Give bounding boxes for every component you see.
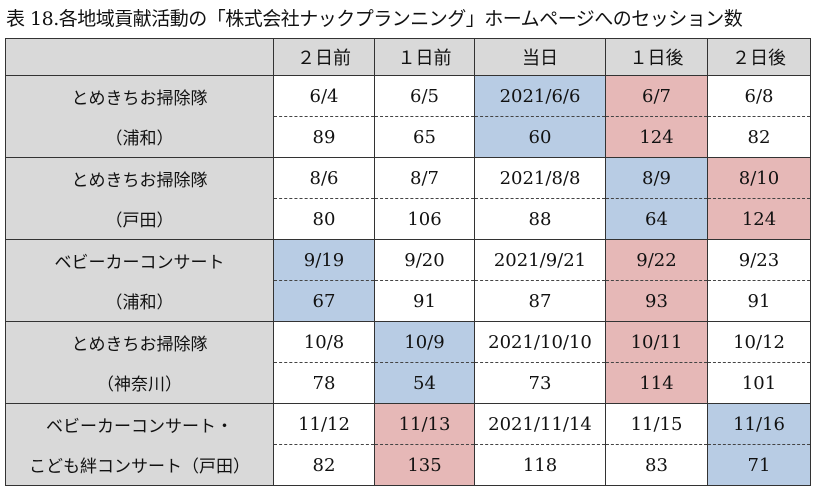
session-count-cell: 82 [273,444,375,486]
activity-name: とめきちお掃除隊 [5,321,274,363]
date-cell: 2021/6/6 [474,75,606,117]
session-count-cell: 89 [273,116,375,158]
date-cell: 2021/10/10 [474,321,606,363]
session-count-cell: 60 [474,116,606,158]
session-count-cell: 65 [374,116,475,158]
date-cell: 10/12 [707,321,811,363]
date-cell: 9/19 [273,239,375,281]
sessions-table: ２日前 １日前 当日 １日後 ２日後 とめきちお掃除隊 6/4 6/5 2021/6/6 6/7… [5,38,811,486]
activity-location: （浦和） [5,280,274,322]
date-row: とめきちお掃除隊 6/4 6/5 2021/6/6 6/7 6/8 [5,75,811,117]
session-count-cell: 64 [605,198,708,240]
column-header: １日後 [605,38,708,76]
date-cell: 11/13 [374,403,475,445]
session-count-cell: 71 [707,444,811,486]
date-cell: 2021/9/21 [474,239,606,281]
date-row: ベビーカーコンサート・ 11/12 11/13 2021/11/14 11/15 11/1… [5,403,811,445]
date-cell: 2021/11/14 [474,403,606,445]
header-row: ２日前 １日前 当日 １日後 ２日後 [5,38,811,76]
session-row: （浦和） 89 65 60 124 82 [5,116,811,158]
date-cell: 10/8 [273,321,375,363]
session-count-cell: 83 [605,444,708,486]
date-cell: 6/5 [374,75,475,117]
column-header: ２日前 [273,38,375,76]
session-count-cell: 118 [474,444,606,486]
session-count-cell: 88 [474,198,606,240]
session-count-cell: 124 [605,116,708,158]
date-cell: 8/9 [605,157,708,199]
activity-name: とめきちお掃除隊 [5,75,274,117]
session-row: （浦和） 67 91 87 93 91 [5,280,811,322]
date-cell: 6/8 [707,75,811,117]
activity-location: （神奈川） [5,362,274,404]
activity-location: （浦和） [5,116,274,158]
date-cell: 10/9 [374,321,475,363]
session-count-cell: 93 [605,280,708,322]
session-count-cell: 87 [474,280,606,322]
session-count-cell: 135 [374,444,475,486]
session-row: （戸田） 80 106 88 64 124 [5,198,811,240]
session-count-cell: 73 [474,362,606,404]
date-cell: 8/6 [273,157,375,199]
session-row: こども絆コンサート（戸田） 82 135 118 83 71 [5,444,811,486]
date-row: ベビーカーコンサート 9/19 9/20 2021/9/21 9/22 9/23 [5,239,811,281]
activity-name: とめきちお掃除隊 [5,157,274,199]
date-cell: 9/22 [605,239,708,281]
corner-header [5,38,274,76]
date-cell: 10/11 [605,321,708,363]
session-count-cell: 91 [374,280,475,322]
session-count-cell: 67 [273,280,375,322]
date-row: とめきちお掃除隊 8/6 8/7 2021/8/8 8/9 8/10 [5,157,811,199]
activity-name: ベビーカーコンサート [5,239,274,281]
date-cell: 11/12 [273,403,375,445]
activity-location: こども絆コンサート（戸田） [5,444,274,486]
date-cell: 6/4 [273,75,375,117]
session-count-cell: 78 [273,362,375,404]
column-header: １日前 [374,38,475,76]
session-count-cell: 106 [374,198,475,240]
session-count-cell: 82 [707,116,811,158]
date-cell: 9/23 [707,239,811,281]
session-count-cell: 114 [605,362,708,404]
date-cell: 8/10 [707,157,811,199]
date-cell: 11/15 [605,403,708,445]
date-row: とめきちお掃除隊 10/8 10/9 2021/10/10 10/11 10/12 [5,321,811,363]
session-count-cell: 54 [374,362,475,404]
date-cell: 8/7 [374,157,475,199]
session-count-cell: 80 [273,198,375,240]
date-cell: 6/7 [605,75,708,117]
table-title: 表 18.各地域貢献活動の「株式会社ナックプランニング」ホームページへのセッショ… [6,8,743,30]
date-cell: 2021/8/8 [474,157,606,199]
session-count-cell: 91 [707,280,811,322]
session-row: （神奈川） 78 54 73 114 101 [5,362,811,404]
column-header: ２日後 [707,38,811,76]
date-cell: 9/20 [374,239,475,281]
session-count-cell: 101 [707,362,811,404]
column-header: 当日 [474,38,606,76]
date-cell: 11/16 [707,403,811,445]
activity-name: ベビーカーコンサート・ [5,403,274,445]
activity-location: （戸田） [5,198,274,240]
session-count-cell: 124 [707,198,811,240]
